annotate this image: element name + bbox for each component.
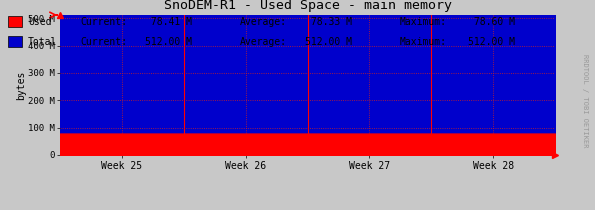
Text: Average:: Average:	[240, 17, 287, 27]
Text: 78.41 M: 78.41 M	[145, 17, 192, 27]
Text: Average:: Average:	[240, 37, 287, 47]
Text: Current:: Current:	[80, 17, 127, 27]
Text: Maximum:: Maximum:	[400, 37, 447, 47]
Y-axis label: bytes: bytes	[16, 70, 26, 100]
Text: 512.00 M: 512.00 M	[145, 37, 192, 47]
Text: Maximum:: Maximum:	[400, 17, 447, 27]
Text: 512.00 M: 512.00 M	[468, 37, 515, 47]
Text: 78.60 M: 78.60 M	[468, 17, 515, 27]
Title: SnoDEM-R1 - Used Space - main memory: SnoDEM-R1 - Used Space - main memory	[164, 0, 452, 12]
Text: 78.33 M: 78.33 M	[305, 17, 352, 27]
Text: Current:: Current:	[80, 37, 127, 47]
Text: Used: Used	[28, 17, 52, 27]
Text: Total: Total	[28, 37, 57, 47]
Text: RRDTOOL / TOBI OETIKER: RRDTOOL / TOBI OETIKER	[582, 54, 588, 148]
Text: 512.00 M: 512.00 M	[305, 37, 352, 47]
